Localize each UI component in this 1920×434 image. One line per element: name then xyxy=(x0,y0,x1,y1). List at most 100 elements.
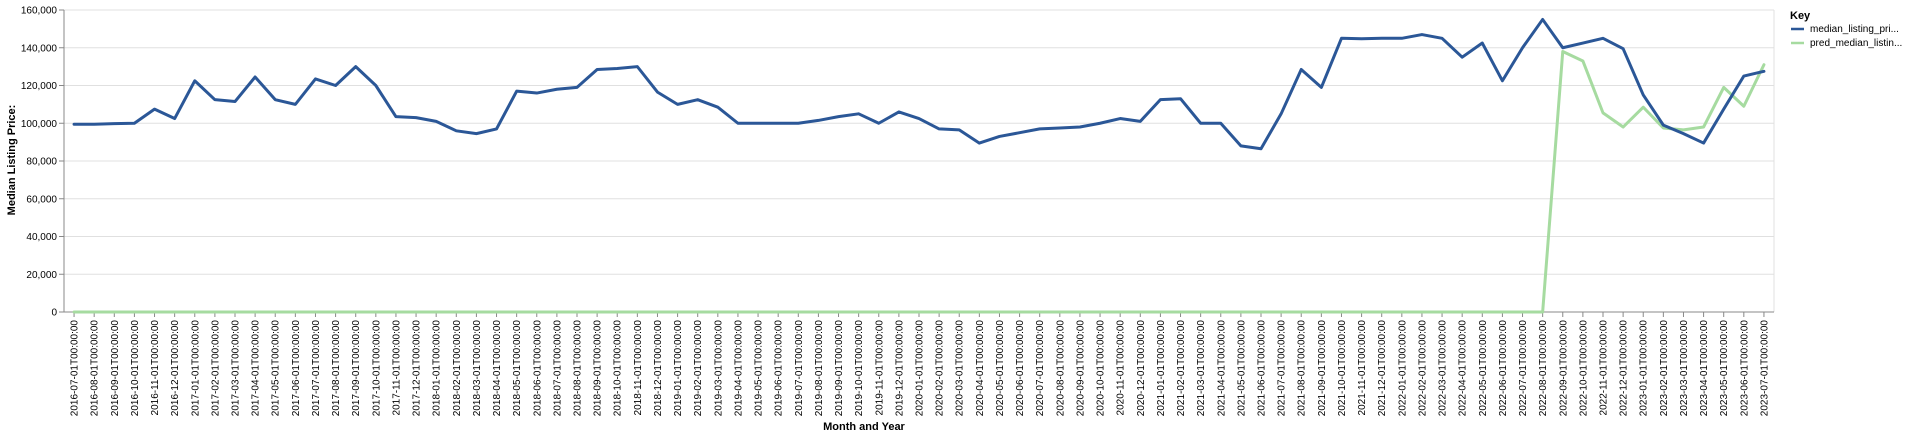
series-line xyxy=(72,17,1766,151)
y-tick-label: 100,000 xyxy=(21,119,58,130)
x-tick-label: 2022-03-01T00:00:00 xyxy=(1438,320,1449,417)
x-tick-label: 2020-01-01T00:00:00 xyxy=(915,320,926,417)
x-tick-label: 2018-12-01T00:00:00 xyxy=(653,320,664,417)
x-tick-label: 2019-11-01T00:00:00 xyxy=(874,320,885,416)
x-tick-label: 2016-10-01T00:00:00 xyxy=(130,320,141,417)
y-tick-label: 0 xyxy=(51,308,57,319)
x-tick-label: 2017-03-01T00:00:00 xyxy=(231,320,242,417)
x-tick-label: 2020-02-01T00:00:00 xyxy=(935,320,946,417)
legend-label: pred_median_listin... xyxy=(1810,38,1902,49)
x-tick-label: 2022-12-01T00:00:00 xyxy=(1619,320,1630,417)
x-tick-label: 2020-11-01T00:00:00 xyxy=(1116,320,1127,416)
x-tick-label: 2019-09-01T00:00:00 xyxy=(834,320,845,417)
x-tick-label: 2017-10-01T00:00:00 xyxy=(371,320,382,417)
x-tick-label: 2019-06-01T00:00:00 xyxy=(774,320,785,417)
x-tick-label: 2020-04-01T00:00:00 xyxy=(975,320,986,417)
y-tick-label: 60,000 xyxy=(26,194,57,205)
y-tick-label: 140,000 xyxy=(21,43,58,54)
x-tick-label: 2022-08-01T00:00:00 xyxy=(1538,320,1549,417)
x-tick-label: 2021-05-01T00:00:00 xyxy=(1236,320,1247,417)
x-tick-label: 2023-07-01T00:00:00 xyxy=(1759,320,1770,417)
x-tick-label: 2019-03-01T00:00:00 xyxy=(713,320,724,417)
x-tick-label: 2021-01-01T00:00:00 xyxy=(1156,320,1167,417)
x-tick-label: 2021-03-01T00:00:00 xyxy=(1196,320,1207,417)
gridlines xyxy=(64,9,1775,313)
x-tick-label: 2020-08-01T00:00:00 xyxy=(1055,320,1066,417)
x-tick-label: 2017-05-01T00:00:00 xyxy=(271,320,282,417)
x-tick-label: 2017-12-01T00:00:00 xyxy=(412,320,423,417)
x-tick-label: 2017-08-01T00:00:00 xyxy=(331,320,342,417)
x-tick-label: 2019-01-01T00:00:00 xyxy=(673,320,684,417)
x-tick-label: 2018-07-01T00:00:00 xyxy=(552,320,563,417)
x-tick-label: 2016-12-01T00:00:00 xyxy=(170,320,181,417)
x-tick-label: 2017-04-01T00:00:00 xyxy=(251,320,262,417)
x-tick-label: 2022-05-01T00:00:00 xyxy=(1478,320,1489,417)
x-tick-label: 2020-10-01T00:00:00 xyxy=(1096,320,1107,417)
series-lines xyxy=(72,17,1766,314)
x-tick-label: 2022-07-01T00:00:00 xyxy=(1518,320,1529,417)
axes: 0 20,000 40,000 60,000 80,000 100,000 120,000 1… xyxy=(21,6,1774,417)
x-tick-label: 2016-07-01T00:00:00 xyxy=(70,320,81,417)
x-tick-label: 2021-10-01T00:00:00 xyxy=(1337,320,1348,417)
x-tick-label: 2022-10-01T00:00:00 xyxy=(1578,320,1589,417)
legend-label: median_listing_pri... xyxy=(1810,24,1899,35)
x-tick-label: 2023-06-01T00:00:00 xyxy=(1739,320,1750,417)
x-tick-label: 2022-11-01T00:00:00 xyxy=(1599,320,1610,416)
x-tick-label: 2021-08-01T00:00:00 xyxy=(1297,320,1308,417)
x-tick-label: 2023-01-01T00:00:00 xyxy=(1639,320,1650,417)
x-tick-label: 2018-10-01T00:00:00 xyxy=(613,320,624,417)
x-tick-label: 2021-11-01T00:00:00 xyxy=(1357,320,1368,416)
x-tick-label: 2019-08-01T00:00:00 xyxy=(814,320,825,417)
y-tick-label: 20,000 xyxy=(26,270,57,281)
x-tick-label: 2022-01-01T00:00:00 xyxy=(1397,320,1408,417)
x-axis-title: Month and Year xyxy=(823,421,905,433)
x-tick-label: 2020-05-01T00:00:00 xyxy=(995,320,1006,417)
x-tick-label: 2021-12-01T00:00:00 xyxy=(1377,320,1388,417)
x-tick-label: 2019-07-01T00:00:00 xyxy=(794,320,805,417)
legend-title: Key xyxy=(1790,10,1811,22)
x-tick-label: 2022-02-01T00:00:00 xyxy=(1417,320,1428,417)
y-axis-title: Median Listing Price: xyxy=(6,105,18,216)
x-tick-label: 2022-04-01T00:00:00 xyxy=(1458,320,1469,417)
x-tick-label: 2018-01-01T00:00:00 xyxy=(432,320,443,417)
x-tick-label: 2017-02-01T00:00:00 xyxy=(210,320,221,417)
x-tick-label: 2018-04-01T00:00:00 xyxy=(492,320,503,417)
x-tick-label: 2017-07-01T00:00:00 xyxy=(311,320,322,417)
x-tick-label: 2020-09-01T00:00:00 xyxy=(1075,320,1086,417)
x-tick-label: 2018-02-01T00:00:00 xyxy=(452,320,463,417)
series-line xyxy=(72,50,1766,314)
y-tick-label: 40,000 xyxy=(26,232,57,243)
x-tick-label: 2019-02-01T00:00:00 xyxy=(693,320,704,417)
x-tick-label: 2020-03-01T00:00:00 xyxy=(955,320,966,417)
x-tick-label: 2020-06-01T00:00:00 xyxy=(1015,320,1026,417)
x-tick-label: 2019-05-01T00:00:00 xyxy=(754,320,765,417)
x-tick-label: 2021-09-01T00:00:00 xyxy=(1317,320,1328,417)
x-tick-label: 2019-12-01T00:00:00 xyxy=(894,320,905,417)
y-tick-label: 160,000 xyxy=(21,6,58,17)
x-tick-label: 2023-04-01T00:00:00 xyxy=(1699,320,1710,417)
x-tick-label: 2020-12-01T00:00:00 xyxy=(1136,320,1147,417)
x-tick-label: 2017-09-01T00:00:00 xyxy=(351,320,362,417)
x-tick-label: 2018-09-01T00:00:00 xyxy=(593,320,604,417)
x-tick-label: 2018-05-01T00:00:00 xyxy=(512,320,523,417)
y-tick-label: 80,000 xyxy=(26,157,57,168)
legend: Key median_listing_pri... pred_median_lis… xyxy=(1790,10,1902,49)
x-tick-label: 2016-09-01T00:00:00 xyxy=(110,320,121,417)
x-tick-label: 2019-04-01T00:00:00 xyxy=(733,320,744,417)
x-tick-label: 2019-10-01T00:00:00 xyxy=(854,320,865,417)
x-tick-label: 2021-02-01T00:00:00 xyxy=(1176,320,1187,417)
x-tick-label: 2021-06-01T00:00:00 xyxy=(1257,320,1268,417)
x-tick-label: 2017-11-01T00:00:00 xyxy=(391,320,402,416)
x-tick-label: 2018-11-01T00:00:00 xyxy=(633,320,644,416)
x-tick-label: 2017-01-01T00:00:00 xyxy=(190,320,201,417)
x-tick-label: 2016-11-01T00:00:00 xyxy=(150,320,161,416)
x-tick-label: 2022-09-01T00:00:00 xyxy=(1558,320,1569,417)
x-tick-label: 2021-07-01T00:00:00 xyxy=(1277,320,1288,417)
x-tick-label: 2016-08-01T00:00:00 xyxy=(90,320,101,417)
y-tick-label: 120,000 xyxy=(21,81,58,92)
x-tick-label: 2023-05-01T00:00:00 xyxy=(1719,320,1730,417)
x-tick-label: 2023-02-01T00:00:00 xyxy=(1659,320,1670,417)
x-tick-label: 2022-06-01T00:00:00 xyxy=(1498,320,1509,417)
x-tick-label: 2018-03-01T00:00:00 xyxy=(472,320,483,417)
